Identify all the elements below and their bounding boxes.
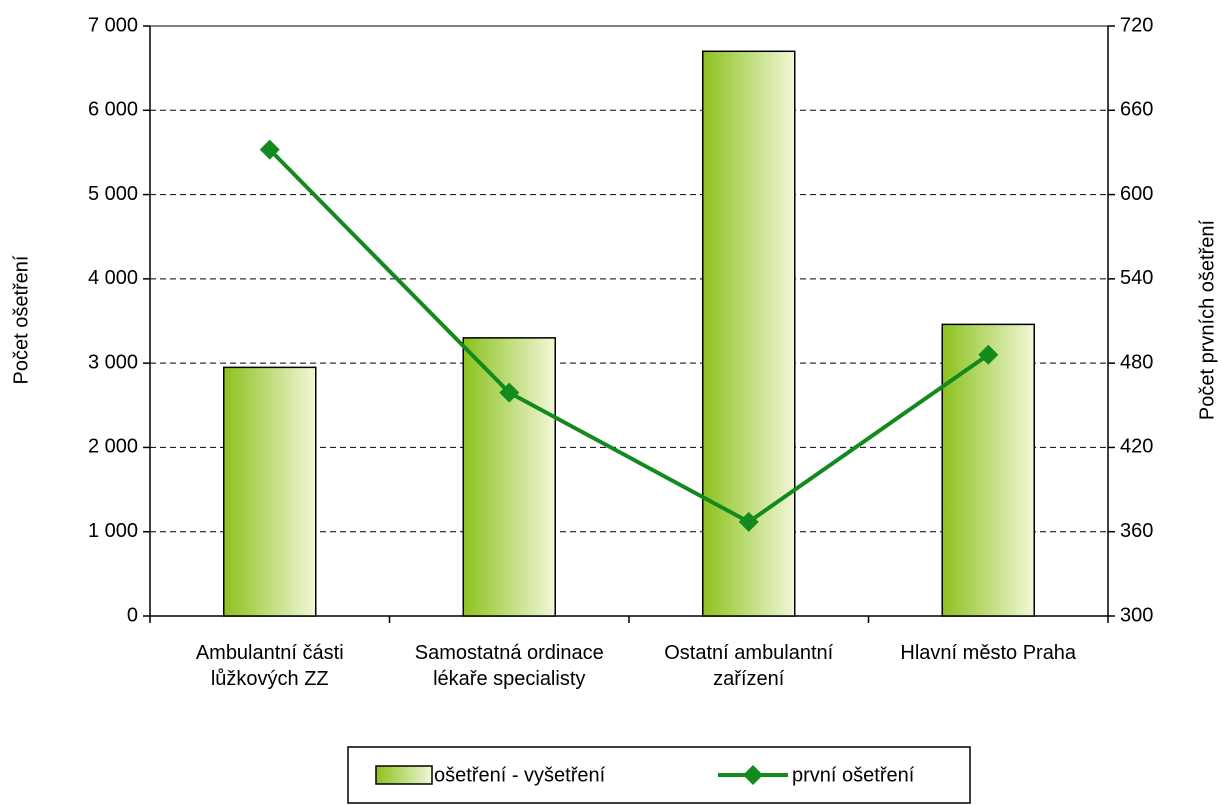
x-tick-label: Ambulantní části lůžkových ZZ	[195, 642, 344, 690]
legend-swatch	[375, 765, 433, 785]
x-tick-label: Ostatní ambulantní zařízení	[664, 642, 834, 690]
y-tick-label: 5 000	[88, 183, 138, 205]
y2-tick-label: 360	[1120, 520, 1153, 542]
marker	[978, 344, 999, 365]
y-tick-label: 4 000	[88, 267, 138, 289]
y-tick-label: 7 000	[88, 14, 138, 36]
y2-tick-label: 660	[1120, 99, 1153, 121]
marker	[259, 139, 280, 160]
y2-axis-title: Počet prvních ošetření	[1196, 220, 1218, 421]
marker	[499, 382, 520, 403]
line	[268, 148, 990, 525]
y-axis-title: Počet ošetření	[10, 255, 32, 384]
y2-tick-label: 720	[1120, 14, 1153, 36]
y2-tick-label: 480	[1120, 351, 1153, 373]
legend-box	[347, 746, 971, 804]
y-tick-label: 2 000	[88, 436, 138, 458]
y2-tick-label: 420	[1120, 436, 1153, 458]
y-tick-label: 0	[127, 604, 138, 626]
y2-tick-label: 600	[1120, 183, 1153, 205]
legend-label: ošetření - vyšetření	[434, 764, 606, 786]
y-tick-label: 6 000	[88, 99, 138, 121]
x-tick-label: Samostatná ordinace lékaře specialisty	[414, 642, 604, 690]
bar	[462, 337, 556, 617]
marker	[738, 511, 759, 532]
legend-marker	[743, 765, 763, 785]
y2-tick-label: 300	[1120, 604, 1153, 626]
y-tick-label: 1 000	[88, 520, 138, 542]
x-tick-label: Hlavní město Praha	[900, 642, 1077, 664]
y2-tick-label: 540	[1120, 267, 1153, 289]
bar	[223, 366, 317, 617]
legend-label: první ošetření	[792, 764, 915, 786]
y-tick-label: 3 000	[88, 351, 138, 373]
bar	[941, 323, 1035, 617]
